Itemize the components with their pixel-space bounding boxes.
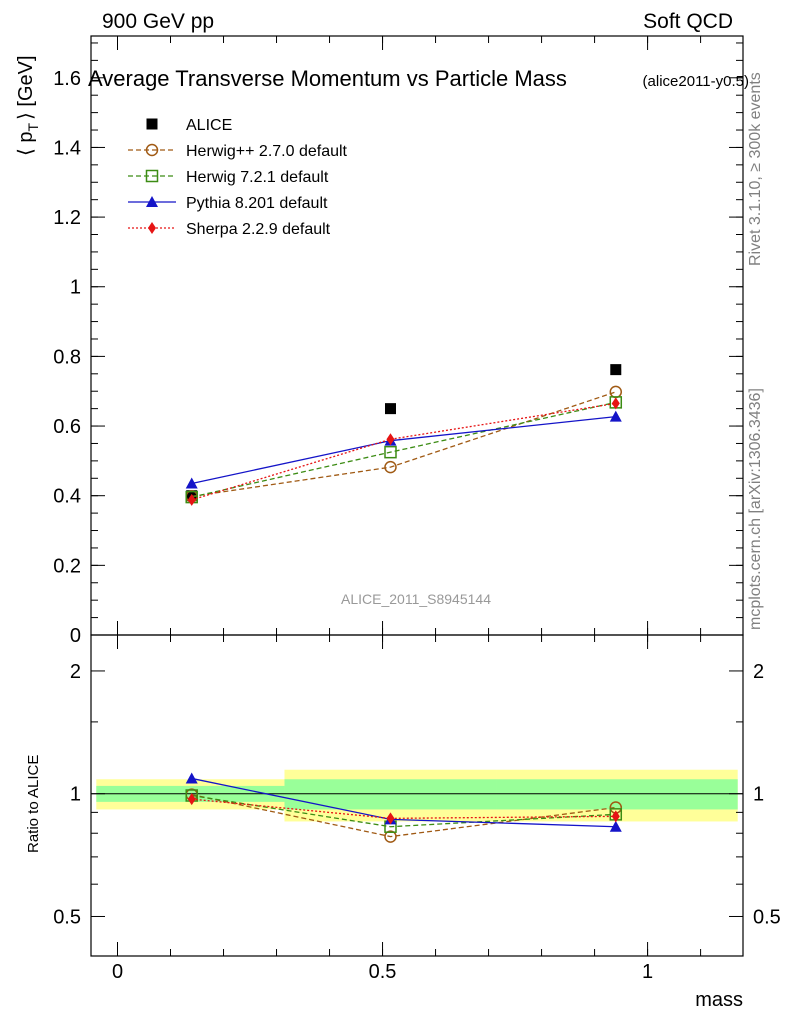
legend-label-pythia-8-201-default: Pythia 8.201 default [186,195,328,212]
y-tick-label: 1.6 [53,68,81,90]
data-point-herwig-2-7-0-default [384,460,397,474]
ratio-point-sherpa-2-2-9-default [611,810,620,823]
ratio-tick-label-right: 2 [753,661,764,683]
chart-subtitle: (alice2011-y0.5) [643,73,749,90]
ratio-point-sherpa-2-2-9-default [187,793,196,806]
ratio-band-inner [284,779,497,810]
y-axis-label-tail: ⟩ [GeV] [15,55,37,120]
legend-label-herwig-2-7-0-default: Herwig++ 2.7.0 default [186,143,348,160]
data-point-alice [610,364,622,376]
x-tick-label: 1 [642,961,653,983]
x-tick-label: 0.5 [369,961,397,983]
data-point-sherpa-2-2-9-default [611,397,620,410]
ratio-frame [90,634,744,957]
legend-label-alice: ALICE [186,117,232,134]
series-line-herwig-7-2-1-default [191,401,616,498]
ratio-point-sherpa-2-2-9-default [386,812,395,825]
ratio-line-herwig-7-2-1-default [191,794,616,828]
ratio-point-herwig-2-7-0-default [384,830,397,843]
y-tick-label: 0.6 [53,416,81,438]
ratio-axes: 0 0.5 1 0.5 0.5 1 1 2 2 [53,36,781,983]
data-point-pythia-8-201-default [185,477,198,489]
series-line-sherpa-2-2-9-default [191,402,616,501]
main-series [185,364,623,506]
legend-label-sherpa-2-2-9-default: Sherpa 2.2.9 default [186,221,331,238]
legend-label-herwig-7-2-1-default: Herwig 7.2.1 default [186,169,329,186]
series-line-herwig-2-7-0-default [191,391,616,498]
data-point-pythia-8-201-default [609,410,622,422]
ratio-point-pythia-8-201-default [609,820,622,832]
y-axis-label-main: ⟨ p [15,132,37,156]
ratio-axis-label: Ratio to ALICE [25,755,42,853]
data-point-sherpa-2-2-9-default [386,433,395,446]
y-tick-label: 1.4 [53,137,81,159]
y-tick-label: 0.2 [53,555,81,577]
y-tick-label: 0.4 [53,486,81,508]
rivet-label: Rivet 3.1.10, ≥ 300k events [747,72,764,266]
legend-marker-herwig-2-7-0-default [145,143,159,157]
ratio-plot-area [91,769,743,822]
data-point-herwig-2-7-0-default [609,385,623,399]
header-left: 900 GeV pp [102,10,214,33]
y-tick-label: 0.8 [53,346,81,368]
x-tick-label: 0 [112,961,123,983]
legend-marker-pythia-8-201-default [146,196,158,207]
y-tick-label: 0 [70,625,81,647]
watermark: ALICE_2011_S8945144 [341,591,491,607]
ratio-point-pythia-8-201-default [185,772,198,784]
legend: ALICE Herwig++ 2.7.0 default Herwig 7.2.1 … [128,117,348,238]
y-tick-label: 1.2 [53,207,81,229]
legend-marker-alice [146,118,158,130]
ratio-tick-label: 0.5 [53,906,81,928]
ratio-band-inner [496,779,738,810]
x-axis-label: mass [695,989,743,1011]
ratio-tick-label-right: 1 [753,784,764,806]
ratio-tick-label: 1 [70,784,81,806]
data-point-herwig-7-2-1-default [384,445,397,459]
header-right: Soft QCD [643,10,733,33]
ratio-tick-label-right: 0.5 [753,906,781,928]
data-point-sherpa-2-2-9-default [187,493,196,506]
data-point-alice [384,403,396,415]
ratio-tick-label: 2 [70,661,81,683]
series-line-pythia-8-201-default [191,415,616,485]
legend-marker-herwig-7-2-1-default [145,169,159,183]
ratio-series [185,772,623,843]
y-axis-label-sub: T [25,123,41,132]
y-tick-label: 1 [70,277,81,299]
mcplots-label: mcplots.cern.ch [arXiv:1306.3436] [747,388,764,630]
y-axis-label: ⟨ pT ⟩ [GeV] [15,55,41,156]
ratio-line-sherpa-2-2-9-default [191,798,616,820]
legend-marker-sherpa-2-2-9-default [148,222,156,234]
chart-title: Average Transverse Momentum vs Particle … [88,66,567,91]
